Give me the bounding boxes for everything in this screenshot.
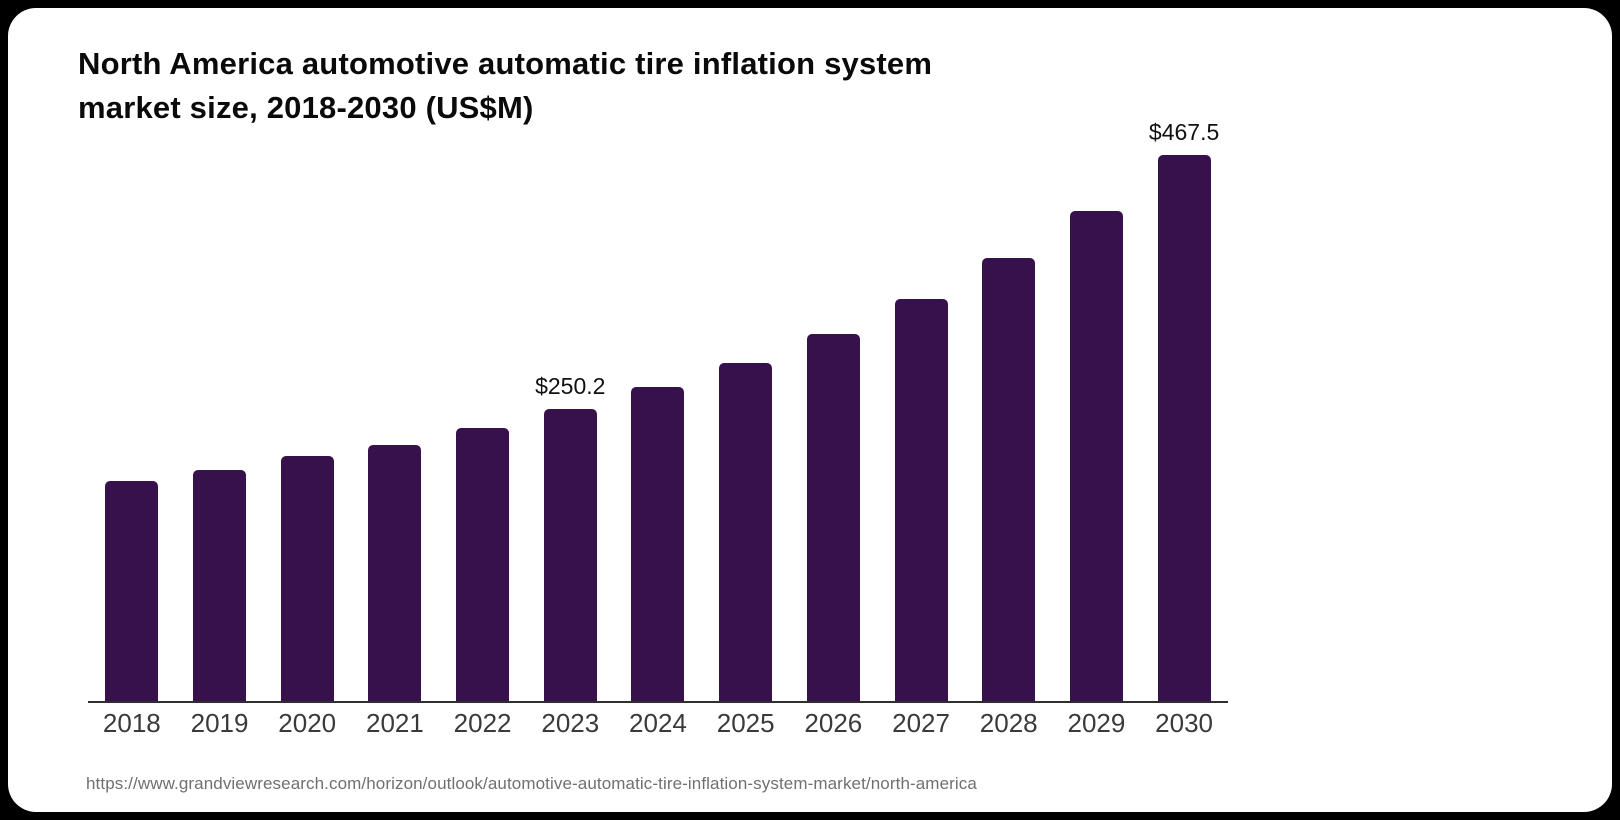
x-tick-2018: 2018	[102, 708, 161, 738]
bar-2021	[368, 444, 422, 701]
bar-column-2028	[965, 117, 1053, 701]
bar-value-label-2030: $467.5	[1148, 119, 1220, 145]
source-url: https://www.grandviewresearch.com/horizo…	[86, 774, 977, 793]
chart-title: North America automotive automatic tire …	[78, 42, 932, 130]
bar-2018	[105, 480, 159, 701]
x-tick-2019: 2019	[190, 708, 249, 738]
bar-2029	[1069, 210, 1123, 701]
bar-column-2021	[351, 117, 439, 701]
x-tick-2030: 2030	[1155, 708, 1214, 738]
bar-column-2020	[263, 117, 351, 701]
bar-2025	[719, 363, 773, 701]
bar-column-2023: $250.2	[526, 117, 614, 701]
x-tick-2026: 2026	[804, 708, 863, 738]
bar-2030	[1157, 155, 1211, 701]
x-tick-2028: 2028	[979, 708, 1038, 738]
bar-2027	[894, 299, 948, 701]
bar-column-2019	[176, 117, 264, 701]
bar-2024	[631, 387, 685, 701]
chart-title-line1: North America automotive automatic tire …	[78, 46, 933, 81]
bar-2023	[543, 408, 597, 701]
x-tick-2020: 2020	[278, 708, 337, 738]
chart-card: North America automotive automatic tire …	[8, 8, 1612, 812]
x-axis-labels: 2018 2019 2020 2021 2022 2023 2024 2025 2026 2027…	[88, 708, 1228, 739]
x-tick-2027: 2027	[892, 708, 950, 738]
chart-title-line2: market size, 2018-2030 (US$M)	[78, 90, 534, 125]
bar-column-2025	[702, 117, 790, 701]
bar-2020	[280, 456, 334, 701]
bar-column-2026	[790, 117, 878, 701]
x-tick-2023: 2023	[541, 708, 600, 738]
bar-column-2022	[439, 117, 527, 701]
bar-value-label-2023: $250.2	[535, 372, 606, 399]
bar-column-2030: $467.5	[1140, 117, 1228, 701]
bar-column-2024	[614, 117, 702, 701]
bar-2028	[982, 258, 1036, 701]
bar-column-2027	[877, 117, 965, 701]
bar-column-2029	[1053, 117, 1141, 701]
bar-2019	[193, 469, 247, 701]
x-tick-2021: 2021	[365, 708, 424, 738]
x-tick-2022: 2022	[453, 708, 512, 738]
bar-column-2018	[88, 117, 176, 701]
bar-2022	[456, 428, 510, 701]
x-tick-2029: 2029	[1067, 708, 1126, 738]
x-tick-2025: 2025	[716, 708, 775, 738]
bar-chart-plot-area: $250.2 $467.5	[88, 117, 1228, 703]
bar-2026	[806, 334, 860, 701]
x-tick-2024: 2024	[629, 708, 687, 738]
